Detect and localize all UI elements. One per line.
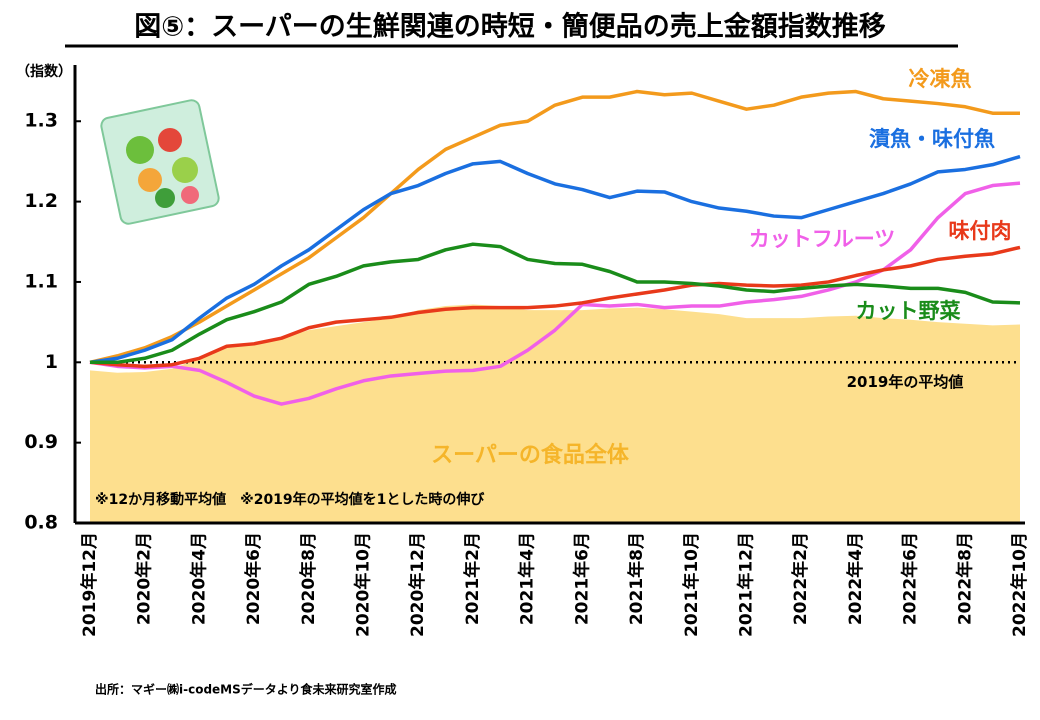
x-tick-label: 2020年8月 [298,532,319,625]
x-tick-label: 2020年2月 [134,532,155,625]
y-tick-label: 1.1 [24,270,58,292]
area-label: スーパーの食品全体 [431,442,630,468]
y-axis-label: （指数） [16,63,72,80]
x-tick-label: 2021年8月 [626,532,647,625]
x-tick-label: 2022年10月 [1009,532,1030,637]
x-tick-label: 2022年2月 [790,532,811,625]
line [89,245,1021,369]
line [89,181,1021,406]
note: ※12か月移動平均値 ※2019年の平均値を1とした時の伸び [95,491,485,508]
reference-label: 2019年の平均値 [847,373,964,391]
y-tick-label: 1.3 [24,110,58,132]
x-tick-label: 2021年2月 [462,532,483,625]
source: 出所：マギー㈱i-codeMSデータより食未来研究室作成 [95,682,397,697]
x-tick-label: 2021年6月 [571,532,592,625]
x-tick-label: 2020年10月 [353,532,374,637]
x-tick-label: 2022年6月 [900,532,921,625]
y-tick-label: 0.8 [24,512,58,534]
x-tick-label: 2020年4月 [188,532,209,625]
x-tick-label: 2022年8月 [954,532,975,625]
x-tick-label: 2022年4月 [845,532,866,625]
line [90,242,1021,365]
line [89,154,1021,365]
series-label: カット野菜 [856,299,961,323]
x-tick-label: 2021年4月 [517,532,538,625]
y-tick-label: 1.2 [24,190,58,212]
series-label: 味付肉 [949,219,1012,243]
illustration [100,99,220,225]
plot: スーパーの食品全体 0.8 0.9 1 1.1 1.2 1.3 2019年12月 2020年2月… [24,65,1030,637]
series-label: 漬魚・味付魚 [869,127,995,151]
line [89,89,1020,365]
series-label: カットフルーツ [749,227,896,251]
x-tick-label: 2021年12月 [735,532,756,637]
x-tick-label: 2021年10月 [681,532,702,637]
series-label: 冷凍魚 [909,67,972,91]
x-tick-label: 2019年12月 [79,532,100,637]
y-tick-label: 1 [45,351,58,373]
x-tick-label: 2020年6月 [243,532,264,625]
y-tick-label: 0.9 [24,431,58,453]
area [90,304,1020,523]
x-tick-label: 2020年12月 [407,532,428,637]
chart-title: 図⑤：スーパーの生鮮関連の時短・簡便品の売上金額指数推移 [134,11,886,43]
